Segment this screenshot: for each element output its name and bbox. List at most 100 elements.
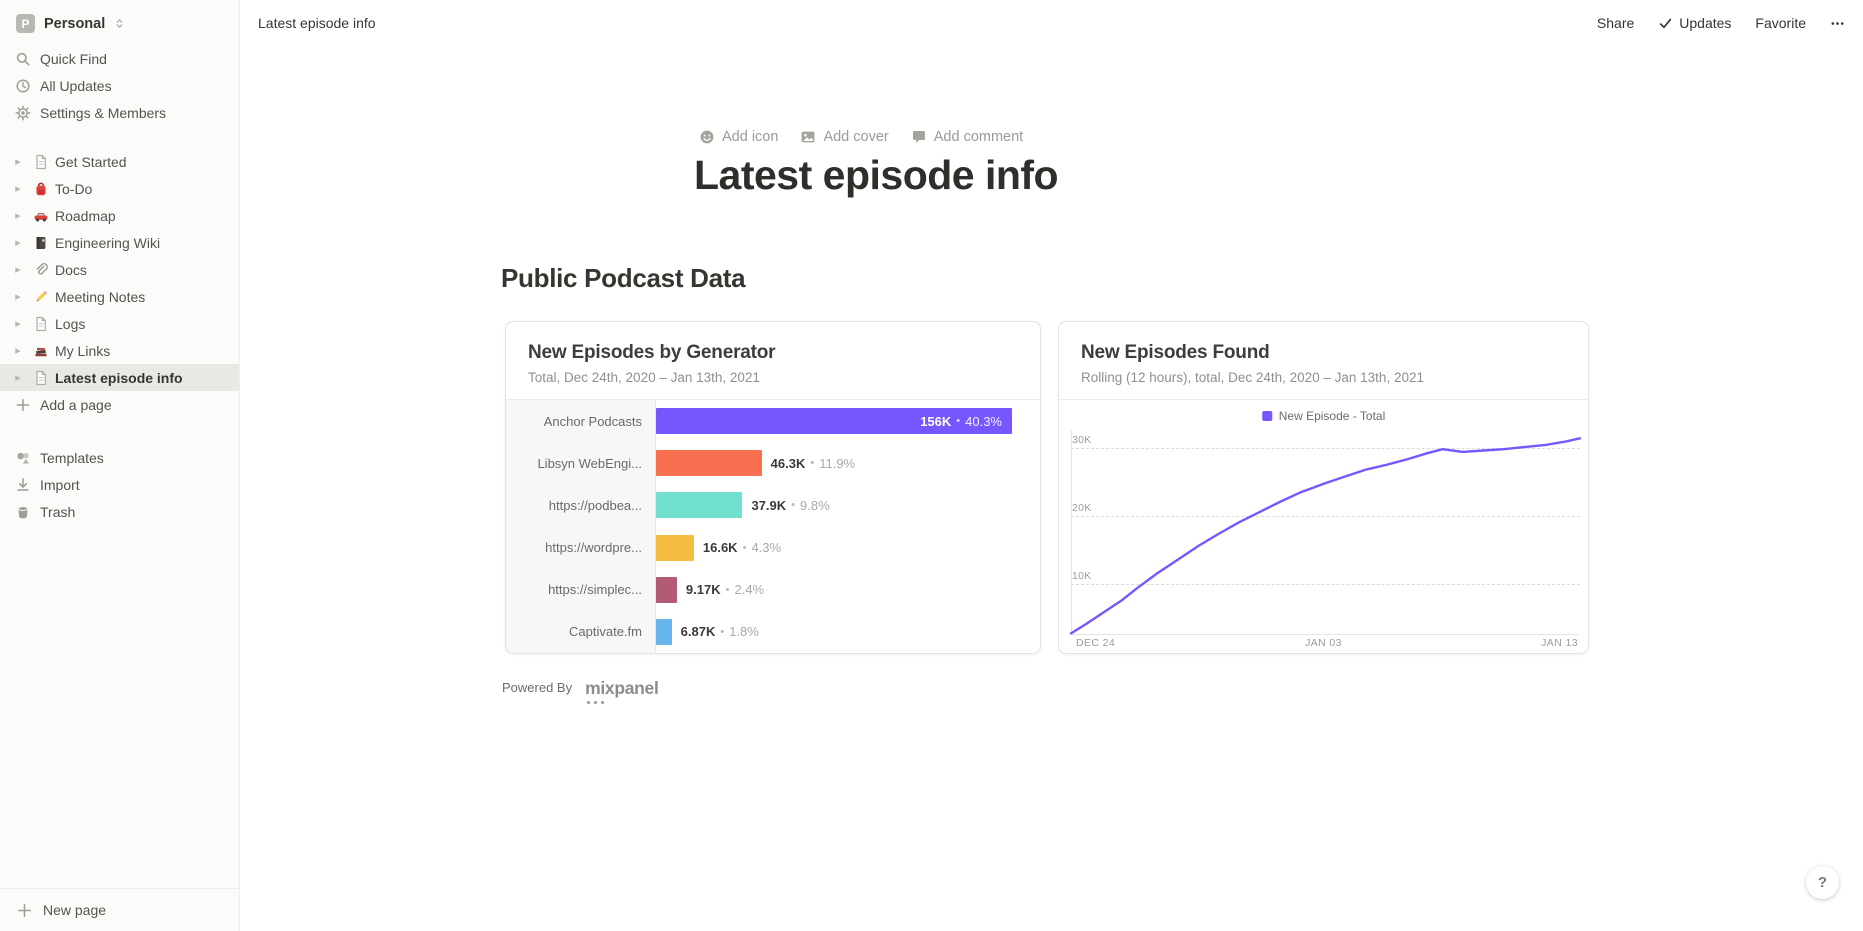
sidebar-item-docs[interactable]: ▸ Docs (0, 256, 239, 283)
bar-category-column: Anchor Podcasts Libsyn WebEngi... https://… (506, 400, 656, 653)
sidebar-item-templates[interactable]: Templates (0, 444, 239, 471)
bar-row: 156K • 40.3% (656, 400, 1012, 442)
chart-subtitle: Rolling (12 hours), total, Dec 24th, 202… (1081, 370, 1424, 385)
sidebar-item-my-links[interactable]: ▸ My Links (0, 337, 239, 364)
bar-https-podbea[interactable] (656, 492, 743, 519)
toggle-icon[interactable]: ▸ (15, 237, 21, 249)
pencil-icon (32, 288, 49, 305)
sidebar-add-page: Add a page (0, 391, 239, 418)
clock-icon (14, 77, 31, 94)
share-button[interactable]: Share (1597, 15, 1634, 31)
bar-anchor-podcasts[interactable]: 156K • 40.3% (656, 408, 1012, 435)
page-actions: Add icon Add cover Add comment (699, 129, 1023, 145)
add-comment-label: Add comment (933, 129, 1024, 145)
bar-value: 16.6K • 4.3% (702, 540, 782, 556)
powered-by: Powered By mixpanel (502, 678, 659, 704)
bar-category-label: Libsyn WebEngi... (537, 455, 642, 471)
sidebar-item-label: To-Do (55, 180, 93, 197)
gridline: 30K (1071, 434, 1580, 449)
toggle-icon[interactable]: ▸ (15, 210, 21, 222)
sidebar-item-all-updates[interactable]: All Updates (0, 72, 239, 99)
sidebar-pages: ▸ Get Started ▸ To-Do ▸ Roadmap ▸ Engineering W… (0, 148, 239, 391)
page-title[interactable]: Latest episode info (694, 152, 1059, 198)
sidebar-item-trash[interactable]: Trash (0, 498, 239, 525)
more-button[interactable] (1830, 16, 1845, 31)
bar-row: 37.9K • 9.8% (656, 484, 1012, 526)
comment-icon (911, 129, 927, 145)
sidebar-item-roadmap[interactable]: ▸ Roadmap (0, 202, 239, 229)
bar-row: 16.6K • 4.3% (656, 527, 1012, 569)
sidebar-item-settings-members[interactable]: Settings & Members (0, 99, 239, 126)
search-icon (14, 50, 31, 67)
y-tick-label: 10K (1072, 570, 1092, 582)
toggle-icon[interactable]: ▸ (15, 156, 21, 168)
topbar-actions: Share Updates Favorite (1597, 15, 1845, 31)
toggle-icon[interactable]: ▸ (15, 183, 21, 195)
sidebar-item-import[interactable]: Import (0, 471, 239, 498)
add-icon-button[interactable]: Add icon (699, 129, 778, 145)
x-tick-label: JAN 13 (1541, 637, 1578, 649)
sidebar-item-to-do[interactable]: ▸ To-Do (0, 175, 239, 202)
bar-chart-card: New Episodes by Generator Total, Dec 24t… (505, 321, 1041, 654)
updates-button[interactable]: Updates (1658, 15, 1731, 31)
sidebar-item-meeting-notes[interactable]: ▸ Meeting Notes (0, 283, 239, 310)
sidebar-item-quick-find[interactable]: Quick Find (0, 45, 239, 72)
x-axis-line (1071, 634, 1580, 635)
toggle-icon[interactable]: ▸ (15, 372, 21, 384)
gridline: 20K (1071, 502, 1580, 517)
page-icon (32, 369, 49, 386)
workspace-switcher[interactable]: P Personal (8, 9, 231, 38)
sidebar-item-logs[interactable]: ▸ Logs (0, 310, 239, 337)
section-heading[interactable]: Public Podcast Data (501, 263, 746, 293)
sidebar-item-label: Docs (55, 261, 87, 278)
bar-captivate-fm[interactable] (656, 618, 672, 645)
toggle-icon[interactable]: ▸ (15, 318, 21, 330)
page-icon (32, 153, 49, 170)
smiley-icon (699, 129, 715, 145)
line-series[interactable] (1059, 400, 1588, 653)
bar-libsyn-webengi[interactable] (656, 450, 762, 477)
share-label: Share (1596, 15, 1635, 31)
chart-legend[interactable]: New Episode - Total (1261, 409, 1385, 423)
bar-value: 156K • 40.3% (920, 413, 1002, 429)
workspace-avatar: P (16, 14, 35, 33)
car-icon (32, 207, 49, 224)
bar-chart-body: Anchor Podcasts Libsyn WebEngi... https://… (506, 399, 1040, 653)
bar-category-label: https://podbea... (548, 497, 642, 513)
bar-row: 6.87K • 1.8% (656, 611, 1012, 653)
x-tick-label: JAN 03 (1305, 637, 1342, 649)
toggle-icon[interactable]: ▸ (15, 291, 21, 303)
sidebar-item-label: Templates (40, 449, 104, 466)
sidebar-item-get-started[interactable]: ▸ Get Started (0, 148, 239, 175)
topbar: Latest episode info Share Updates Favorite (240, 0, 1863, 46)
bar-row: 46.3K • 11.9% (656, 442, 1012, 484)
bar-row: 9.17K • 2.4% (656, 569, 1012, 611)
add-cover-button[interactable]: Add cover (800, 129, 889, 145)
notebook-icon (32, 234, 49, 251)
line-chart-card: New Episodes Found Rolling (12 hours), t… (1058, 321, 1589, 654)
plus-icon (14, 396, 31, 413)
toggle-icon[interactable]: ▸ (15, 345, 21, 357)
mixpanel-logo[interactable]: mixpanel (585, 678, 659, 704)
chart-title: New Episodes Found (1081, 342, 1270, 363)
y-axis-line (1071, 430, 1072, 633)
favorite-label: Favorite (1755, 15, 1806, 31)
chevron-updown-icon (114, 18, 125, 29)
sidebar-item-latest-episode-info[interactable]: ▸ Latest episode info (0, 364, 239, 391)
gear-icon (14, 104, 31, 121)
help-button[interactable]: ? (1806, 866, 1839, 899)
add-comment-button[interactable]: Add comment (911, 129, 1023, 145)
breadcrumb[interactable]: Latest episode info (258, 15, 376, 31)
y-tick-label: 20K (1072, 502, 1092, 514)
new-page-label: New page (43, 902, 107, 918)
add-icon-label: Add icon (722, 129, 779, 145)
bar-https-simplec[interactable] (656, 576, 677, 603)
add-a-page-button[interactable]: Add a page (0, 391, 239, 418)
new-page-button[interactable]: New page (0, 888, 239, 931)
sidebar-item-label: Quick Find (40, 50, 107, 67)
bar-https-wordpre[interactable] (656, 534, 694, 561)
favorite-button[interactable]: Favorite (1755, 15, 1806, 31)
toggle-icon[interactable]: ▸ (15, 264, 21, 276)
powered-by-label: Powered By (502, 680, 573, 695)
sidebar-item-engineering-wiki[interactable]: ▸ Engineering Wiki (0, 229, 239, 256)
